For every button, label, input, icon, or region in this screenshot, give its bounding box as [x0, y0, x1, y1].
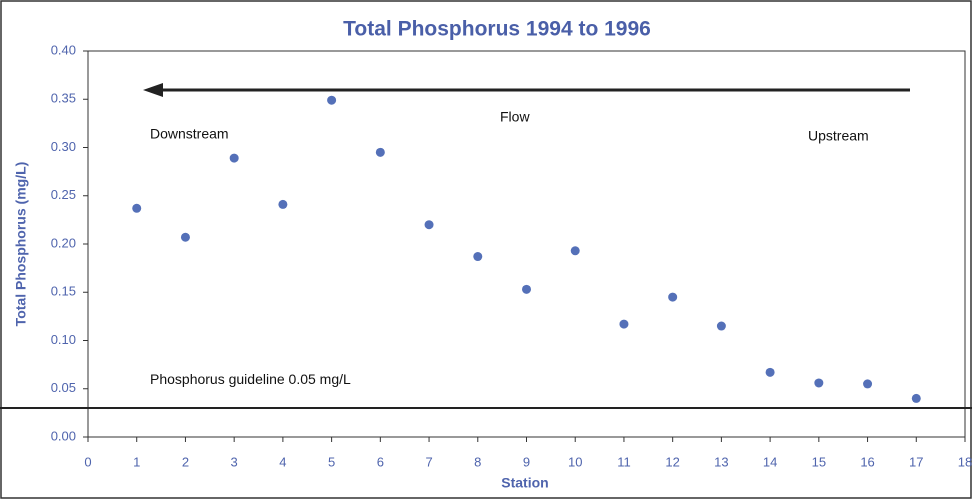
x-tick-label: 2	[182, 454, 189, 469]
x-tick-label: 9	[523, 454, 530, 469]
x-tick-label: 16	[860, 454, 874, 469]
x-tick-label: 6	[377, 454, 384, 469]
x-tick-label: 11	[617, 454, 631, 469]
point	[229, 153, 239, 163]
y-tick-label: 0.15	[51, 284, 76, 299]
annotation: Upstream	[808, 128, 869, 144]
point	[570, 246, 580, 256]
x-tick-label: 1	[133, 454, 140, 469]
x-tick-label: 12	[665, 454, 679, 469]
y-tick-label: 0.10	[51, 332, 76, 347]
x-tick-label: 17	[909, 454, 923, 469]
y-axis-label: Total Phosphorus (mg/L)	[13, 162, 29, 327]
point	[814, 378, 824, 388]
y-tick-label: 0.25	[51, 187, 76, 202]
annotation: Downstream	[150, 126, 229, 142]
y-tick-label: 0.35	[51, 91, 76, 106]
point	[473, 252, 483, 262]
x-tick-label: 15	[812, 454, 826, 469]
y-tick-label: 0.40	[51, 42, 76, 57]
point	[765, 367, 775, 377]
y-tick-label: 0.20	[51, 235, 76, 250]
y-tick-label: 0.00	[51, 428, 76, 443]
point	[716, 321, 726, 331]
x-tick-label: 7	[425, 454, 432, 469]
point	[619, 319, 629, 329]
x-tick-label: 5	[328, 454, 335, 469]
y-tick-label: 0.30	[51, 139, 76, 154]
x-tick-label: 10	[568, 454, 582, 469]
x-tick-label: 14	[763, 454, 777, 469]
x-tick-label: 18	[958, 454, 972, 469]
point	[278, 199, 288, 209]
point	[668, 292, 678, 302]
x-tick-label: 13	[714, 454, 728, 469]
point	[132, 203, 142, 213]
point	[375, 147, 385, 157]
x-tick-label: 8	[474, 454, 481, 469]
flow-arrow-head	[143, 83, 163, 97]
point	[424, 220, 434, 230]
point	[327, 95, 337, 105]
x-tick-label: 4	[279, 454, 286, 469]
chart-title: Total Phosphorus 1994 to 1996	[343, 18, 651, 41]
point	[863, 379, 873, 389]
annotation: Flow	[500, 109, 530, 125]
x-axis-label: Station	[501, 475, 548, 491]
point	[522, 284, 531, 294]
point	[911, 393, 921, 403]
x-tick-label: 3	[231, 454, 238, 469]
y-tick-label: 0.05	[51, 380, 76, 395]
point	[180, 232, 190, 242]
x-tick-label: 0	[84, 454, 91, 469]
guideline-label: Phosphorus guideline 0.05 mg/L	[150, 371, 351, 387]
